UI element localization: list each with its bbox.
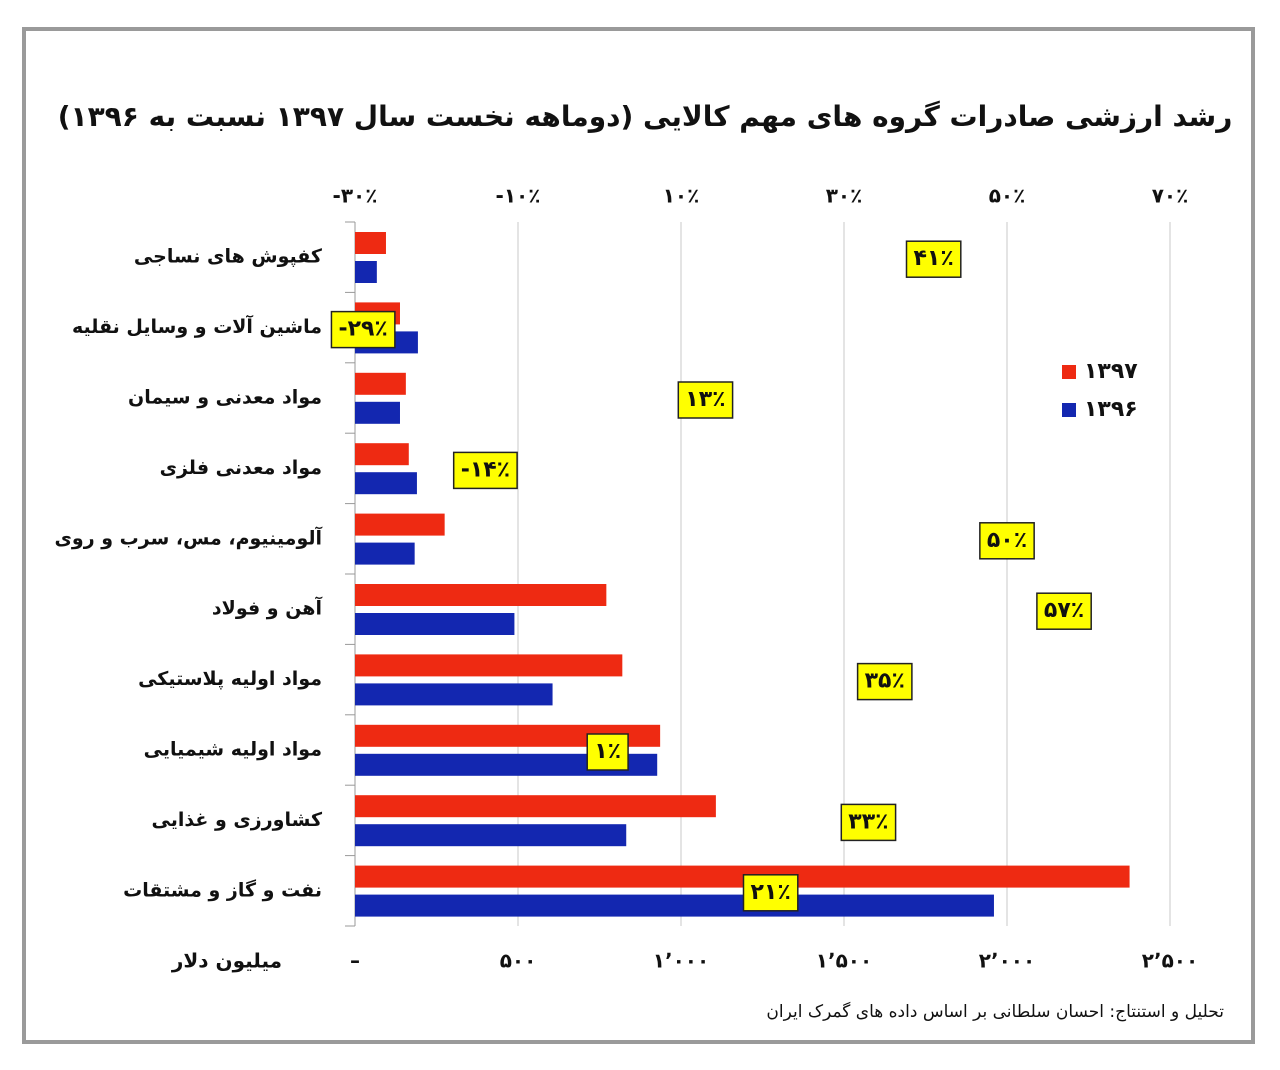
x-tick-label: ۲٬۵۰۰ <box>1142 949 1198 973</box>
x2-tick-label: ۱۰٪ <box>663 184 700 208</box>
x2-tick-label: ۵۰٪ <box>989 184 1026 208</box>
growth-label: ۱٪ <box>594 739 621 764</box>
y-tick-label: مواد اولیه پلاستیکی <box>138 668 322 690</box>
bar <box>355 724 661 747</box>
bar <box>355 654 623 677</box>
growth-label: ۵۷٪ <box>1044 598 1084 623</box>
bar <box>355 894 994 917</box>
growth-label-box <box>452 451 518 490</box>
x-axis-label: میلیون دلار <box>171 949 282 973</box>
bar <box>355 584 607 606</box>
x-tick-label: ۱٬۵۰۰ <box>816 949 872 973</box>
y-tick-label: مواد معدنی فلزی <box>160 457 322 479</box>
growth-label: ۳۳٪ <box>848 809 888 834</box>
growth-label-box <box>586 733 629 771</box>
bar <box>355 472 417 495</box>
growth-label: ۳۵٪ <box>865 669 905 694</box>
bar <box>355 613 515 635</box>
growth-label-box <box>677 381 734 419</box>
growth-label: ۴۱٪ <box>914 246 954 271</box>
bar <box>355 443 409 466</box>
growth-label: -۲۹٪ <box>338 317 387 342</box>
legend-swatch <box>1062 403 1076 417</box>
growth-label-box <box>979 522 1035 560</box>
growth-label: ۵۰٪ <box>987 528 1027 553</box>
y-tick-label: آهن و فولاد <box>212 596 323 620</box>
x2-tick-label: -۳۰٪ <box>333 184 378 208</box>
x-tick-label: ۲٬۰۰۰ <box>979 949 1035 973</box>
growth-label-box <box>905 240 962 278</box>
x-tick-label: ۵۰۰ <box>500 949 537 973</box>
growth-label-box <box>840 803 897 842</box>
x2-tick-label: ۳۰٪ <box>826 184 863 208</box>
bar <box>355 542 415 565</box>
bar <box>355 865 1130 888</box>
x2-tick-label: ۷۰٪ <box>1152 184 1189 208</box>
chart-title: رشد ارزشی صادرات گروه های مهم کالایی (دو… <box>58 100 1233 133</box>
y-tick-label: کفپوش های نساجی <box>134 246 323 268</box>
growth-label-box <box>742 874 799 912</box>
y-tick-label: کشاورزی و غذایی <box>152 809 323 831</box>
bar <box>355 824 627 847</box>
legend-swatch <box>1062 365 1076 379</box>
y-tick-label: آلومینیوم، مس، سرب و روی <box>54 525 322 549</box>
x-tick-label: – <box>350 949 360 973</box>
y-tick-label: مواد معدنی و سیمان <box>128 387 322 409</box>
x-tick-label: ۱٬۰۰۰ <box>653 949 709 973</box>
bar <box>355 232 386 254</box>
y-tick-label: ماشین آلات و وسایل نقلیه <box>72 314 322 338</box>
y-tick-label: مواد اولیه شیمیایی <box>144 739 322 761</box>
growth-label: ۲۱٪ <box>751 880 791 905</box>
growth-label: ۱۳٪ <box>685 387 725 412</box>
x2-tick-label: -۱۰٪ <box>496 184 541 208</box>
growth-label-box <box>1036 592 1092 630</box>
bar <box>355 513 445 536</box>
growth-label-box <box>856 662 913 701</box>
growth-label: -۱۴٪ <box>461 457 510 482</box>
bar <box>355 261 377 283</box>
bar <box>355 372 406 395</box>
source-note: تحلیل و استنتاج: احسان سلطانی بر اساس دا… <box>766 1001 1224 1022</box>
bar <box>355 753 658 776</box>
growth-label-box <box>330 310 396 349</box>
bar <box>355 683 553 706</box>
bar <box>355 795 716 818</box>
legend-label: ۱۳۹۶ <box>1084 397 1138 422</box>
bar <box>355 401 400 424</box>
legend-label: ۱۳۹۷ <box>1084 359 1138 384</box>
y-tick-label: نفت و گاز و مشتقات <box>123 878 322 901</box>
